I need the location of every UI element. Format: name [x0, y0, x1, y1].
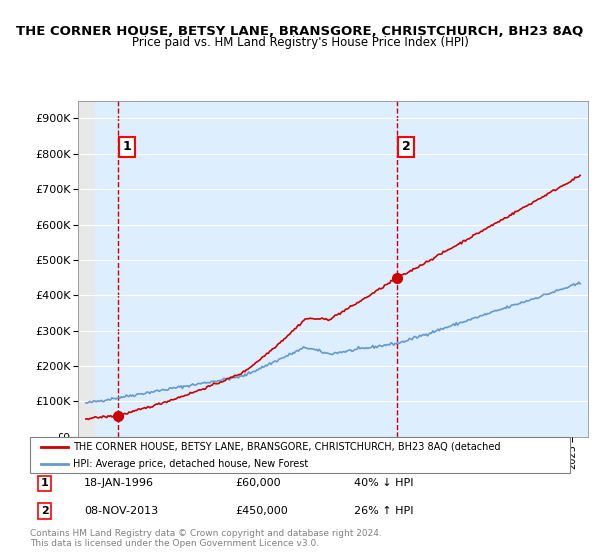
Text: 40% ↓ HPI: 40% ↓ HPI	[354, 478, 413, 488]
FancyBboxPatch shape	[30, 437, 570, 473]
Text: 08-NOV-2013: 08-NOV-2013	[84, 506, 158, 516]
Text: 26% ↑ HPI: 26% ↑ HPI	[354, 506, 413, 516]
Text: THE CORNER HOUSE, BETSY LANE, BRANSGORE, CHRISTCHURCH, BH23 8AQ: THE CORNER HOUSE, BETSY LANE, BRANSGORE,…	[16, 25, 584, 38]
Text: HPI: Average price, detached house, New Forest: HPI: Average price, detached house, New …	[73, 459, 308, 469]
Text: £60,000: £60,000	[235, 478, 281, 488]
Text: 1: 1	[122, 140, 131, 153]
Text: 1: 1	[41, 478, 49, 488]
Text: 2: 2	[41, 506, 49, 516]
Text: Price paid vs. HM Land Registry's House Price Index (HPI): Price paid vs. HM Land Registry's House …	[131, 36, 469, 49]
Text: 18-JAN-1996: 18-JAN-1996	[84, 478, 154, 488]
Text: £450,000: £450,000	[235, 506, 288, 516]
Bar	[78, 101, 94, 437]
Text: 2: 2	[401, 140, 410, 153]
Text: THE CORNER HOUSE, BETSY LANE, BRANSGORE, CHRISTCHURCH, BH23 8AQ (detached: THE CORNER HOUSE, BETSY LANE, BRANSGORE,…	[73, 442, 500, 452]
Text: This data is licensed under the Open Government Licence v3.0.: This data is licensed under the Open Gov…	[30, 539, 319, 548]
Text: Contains HM Land Registry data © Crown copyright and database right 2024.: Contains HM Land Registry data © Crown c…	[30, 529, 382, 538]
